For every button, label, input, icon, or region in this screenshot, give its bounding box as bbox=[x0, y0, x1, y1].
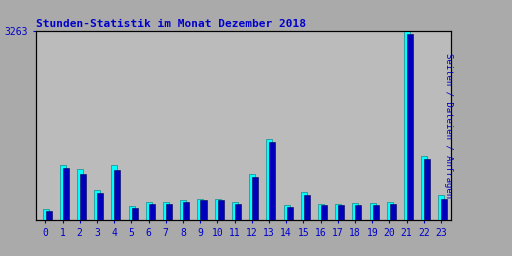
Bar bbox=[407, 34, 413, 220]
Bar bbox=[163, 201, 169, 220]
Bar bbox=[215, 199, 221, 220]
Bar bbox=[201, 200, 206, 220]
Bar bbox=[77, 169, 83, 220]
Bar bbox=[404, 31, 410, 220]
Bar bbox=[60, 165, 66, 220]
Bar bbox=[321, 205, 327, 220]
Bar bbox=[183, 202, 189, 220]
Bar bbox=[80, 174, 86, 220]
Bar bbox=[63, 168, 69, 220]
Bar bbox=[335, 204, 341, 220]
Bar bbox=[252, 177, 258, 220]
Bar bbox=[129, 206, 135, 220]
Bar bbox=[232, 202, 238, 220]
Y-axis label: Seiten / Dateien / Anfragen: Seiten / Dateien / Anfragen bbox=[444, 53, 453, 198]
Bar bbox=[355, 205, 361, 220]
Bar bbox=[269, 142, 275, 220]
Bar bbox=[166, 204, 172, 220]
Bar bbox=[373, 205, 378, 220]
Bar bbox=[284, 205, 289, 220]
Bar bbox=[301, 192, 307, 220]
Bar bbox=[318, 204, 324, 220]
Bar bbox=[287, 207, 292, 220]
Bar bbox=[180, 200, 186, 220]
Bar bbox=[97, 193, 103, 220]
Bar bbox=[115, 170, 120, 220]
Bar bbox=[218, 200, 224, 220]
Bar bbox=[352, 203, 358, 220]
Bar bbox=[149, 204, 155, 220]
Bar bbox=[438, 195, 444, 220]
Bar bbox=[421, 156, 427, 220]
Bar bbox=[198, 199, 203, 220]
Bar bbox=[266, 139, 272, 220]
Bar bbox=[441, 199, 447, 220]
Bar bbox=[235, 204, 241, 220]
Bar bbox=[42, 209, 49, 220]
Bar bbox=[387, 201, 393, 220]
Bar bbox=[424, 159, 430, 220]
Bar bbox=[112, 165, 117, 220]
Bar bbox=[338, 205, 344, 220]
Bar bbox=[390, 204, 396, 220]
Bar bbox=[146, 202, 152, 220]
Bar bbox=[132, 208, 138, 220]
Bar bbox=[304, 195, 310, 220]
Bar bbox=[94, 190, 100, 220]
Text: Stunden-Statistik im Monat Dezember 2018: Stunden-Statistik im Monat Dezember 2018 bbox=[36, 18, 306, 29]
Bar bbox=[249, 174, 255, 220]
Bar bbox=[46, 211, 52, 220]
Bar bbox=[370, 203, 376, 220]
